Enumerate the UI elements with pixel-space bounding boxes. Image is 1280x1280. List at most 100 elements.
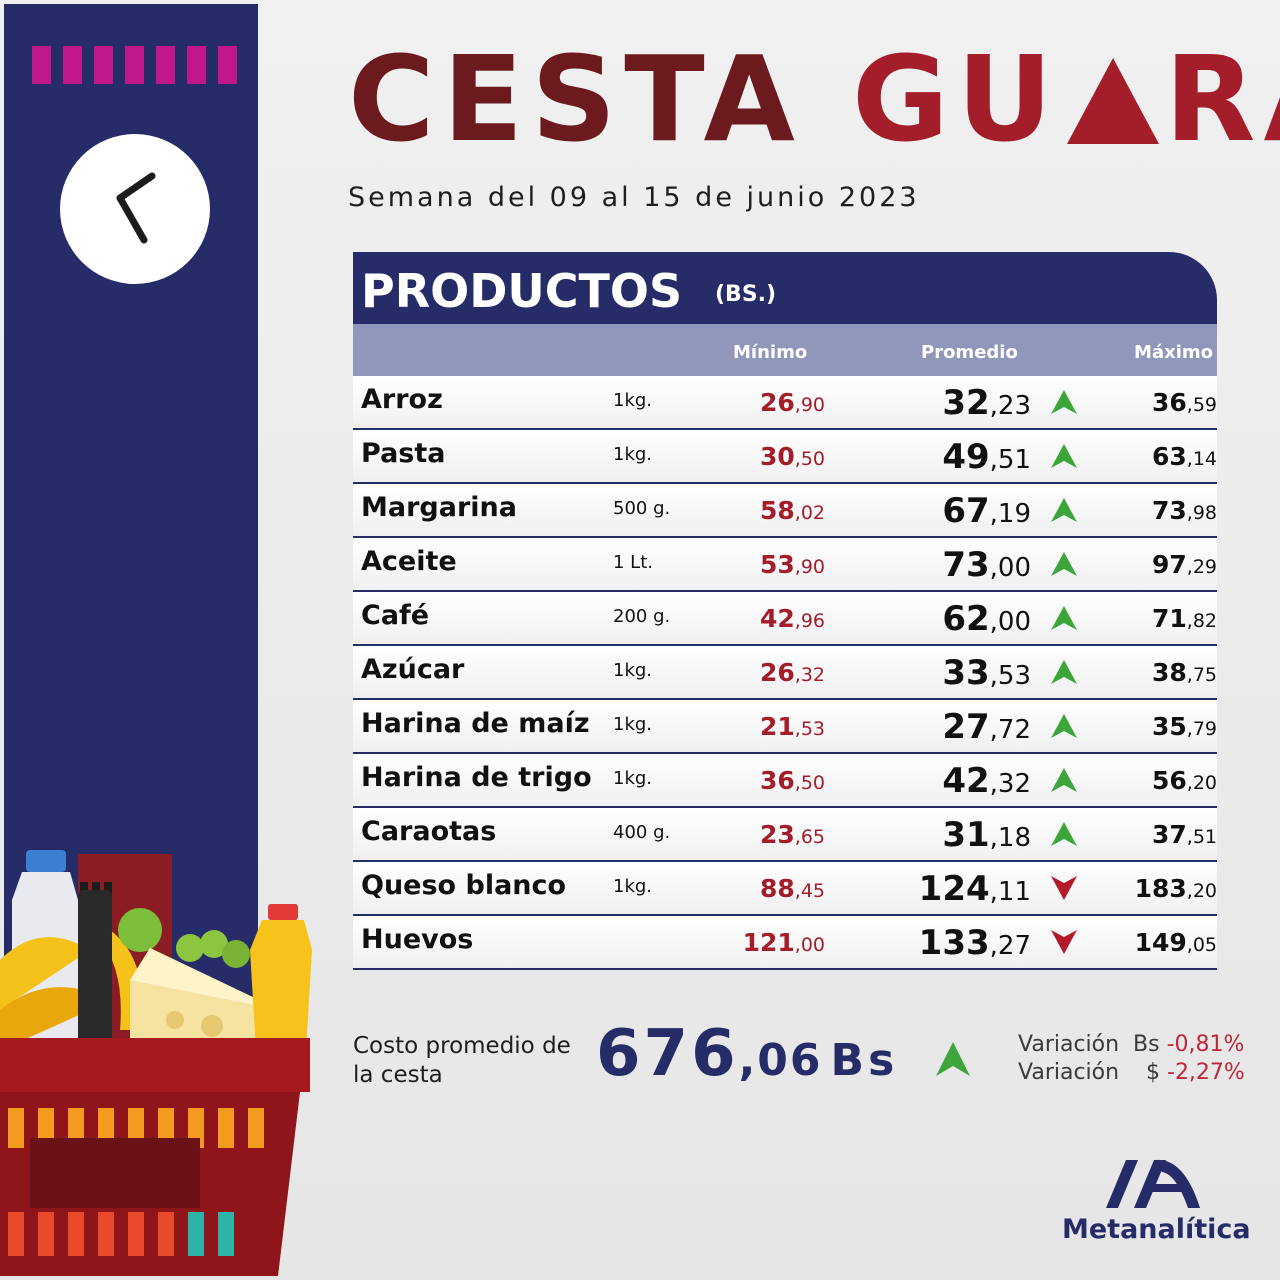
table-title: PRODUCTOS [361, 264, 683, 318]
column-header-prom: Promedio [921, 342, 1018, 363]
price-max-dec: ,75 [1186, 664, 1217, 686]
price-min-int: 53 [759, 550, 795, 579]
price-avg-dec: ,18 [989, 823, 1031, 853]
table-row: Margarina 500 g. 58,02 67,19 73,98 [353, 484, 1217, 538]
arrow-up-icon [1051, 498, 1077, 522]
price-max: 37,51 [1152, 822, 1217, 847]
price-max-int: 73 [1151, 496, 1187, 525]
table-row: Azúcar 1kg. 26,32 33,53 38,75 [353, 646, 1217, 700]
price-avg: 31,18 [942, 818, 1031, 852]
product-quantity: 1kg. [613, 714, 653, 735]
variation-bs: Variación Bs -0,81% [1018, 1032, 1244, 1057]
cost-label: Costo promedio de la cesta [353, 1033, 571, 1088]
table-row: Harina de trigo 1kg. 36,50 42,32 56,20 [353, 754, 1217, 808]
arrow-up-icon [1051, 390, 1077, 414]
table-row: Arroz 1kg. 26,90 32,23 36,59 [353, 376, 1217, 430]
price-max-int: 71 [1151, 604, 1187, 633]
price-max: 149,05 [1135, 930, 1217, 955]
variation-label: Variación [1018, 1060, 1120, 1085]
variation-value: -0,81% [1166, 1032, 1245, 1057]
price-min: 30,50 [760, 444, 825, 469]
brand-name: Metanalítica [1062, 1214, 1251, 1245]
price-max: 56,20 [1152, 768, 1217, 793]
product-quantity: 500 g. [613, 498, 671, 519]
price-max: 73,98 [1152, 498, 1217, 523]
price-max-dec: ,59 [1186, 394, 1217, 416]
cost-value-currency: Bs [830, 1035, 899, 1086]
price-min-int: 30 [759, 442, 795, 471]
product-quantity: 1kg. [613, 660, 653, 681]
product-name: Aceite [361, 546, 457, 577]
price-avg: 27,72 [942, 710, 1031, 744]
price-max-int: 97 [1151, 550, 1187, 579]
price-avg-dec: ,00 [989, 607, 1031, 637]
price-avg-dec: ,32 [989, 769, 1031, 799]
price-min-int: 42 [759, 604, 795, 633]
variation-value: -2,27% [1167, 1060, 1245, 1085]
column-header-max: Máximo [1134, 342, 1213, 363]
price-min-int: 88 [759, 874, 795, 903]
price-avg-int: 49 [942, 437, 990, 477]
price-min-dec: ,53 [794, 718, 825, 740]
column-headers: Mínimo Promedio Máximo [353, 324, 1217, 376]
price-max-int: 183 [1134, 874, 1187, 903]
price-avg: 67,19 [942, 494, 1031, 528]
price-min-dec: ,32 [794, 664, 825, 686]
price-max: 36,59 [1152, 390, 1217, 415]
price-min: 42,96 [760, 606, 825, 631]
price-min-int: 23 [759, 820, 795, 849]
price-max-dec: ,05 [1186, 934, 1217, 956]
product-quantity: 1kg. [613, 876, 653, 897]
price-min-dec: ,00 [794, 934, 825, 956]
price-avg-int: 124 [918, 869, 990, 909]
page-title: CESTA GURA [348, 40, 1280, 158]
product-quantity: 1kg. [613, 768, 653, 789]
triangle-logo-icon [1066, 58, 1159, 144]
price-avg-int: 32 [942, 383, 990, 423]
product-name: Pasta [361, 438, 446, 469]
price-avg-int: 33 [942, 653, 990, 693]
variation-currency: Bs [1133, 1032, 1160, 1057]
table-row: Queso blanco 1kg. 88,45 124,11 183,20 [353, 862, 1217, 916]
price-min-int: 21 [759, 712, 795, 741]
arrow-up-icon [936, 1042, 970, 1076]
column-header-min: Mínimo [733, 342, 808, 363]
price-max: 38,75 [1152, 660, 1217, 685]
title-part-2a: GU [851, 30, 1061, 168]
metanalitica-logo [1106, 1159, 1200, 1208]
price-max-int: 38 [1151, 658, 1187, 687]
price-max: 97,29 [1152, 552, 1217, 577]
price-max-int: 149 [1134, 928, 1187, 957]
title-part-2b: RA [1164, 30, 1280, 168]
arrow-down-icon [1051, 930, 1077, 954]
price-max-dec: ,29 [1186, 556, 1217, 578]
week-subtitle: Semana del 09 al 15 de junio 2023 [348, 182, 920, 213]
price-avg-int: 42 [942, 761, 990, 801]
price-max-dec: ,79 [1186, 718, 1217, 740]
table-row: Caraotas 400 g. 23,65 31,18 37,51 [353, 808, 1217, 862]
price-avg-dec: ,00 [989, 553, 1031, 583]
table-row: Harina de maíz 1kg. 21,53 27,72 35,79 [353, 700, 1217, 754]
price-max-dec: ,20 [1186, 772, 1217, 794]
price-avg: 33,53 [942, 656, 1031, 690]
table-unit: (BS.) [715, 282, 777, 307]
price-min-dec: ,65 [794, 826, 825, 848]
price-min-dec: ,45 [794, 880, 825, 902]
product-quantity: 1 Lt. [613, 552, 653, 573]
price-avg: 49,51 [942, 440, 1031, 474]
price-min: 121,00 [743, 930, 825, 955]
table-row: Huevos 121,00 133,27 149,05 [353, 916, 1217, 970]
arrow-up-icon [1051, 822, 1077, 846]
price-avg-dec: ,72 [989, 715, 1031, 745]
price-max-int: 56 [1151, 766, 1187, 795]
price-max-int: 36 [1151, 388, 1187, 417]
price-avg-dec: ,53 [989, 661, 1031, 691]
cost-value: 676,06 Bs [596, 1022, 898, 1086]
product-quantity: 1kg. [613, 444, 653, 465]
product-name: Margarina [361, 492, 517, 523]
variation-label: Variación [1018, 1032, 1120, 1057]
price-min: 26,32 [760, 660, 825, 685]
product-quantity: 200 g. [613, 606, 671, 627]
product-name: Harina de maíz [361, 708, 590, 739]
